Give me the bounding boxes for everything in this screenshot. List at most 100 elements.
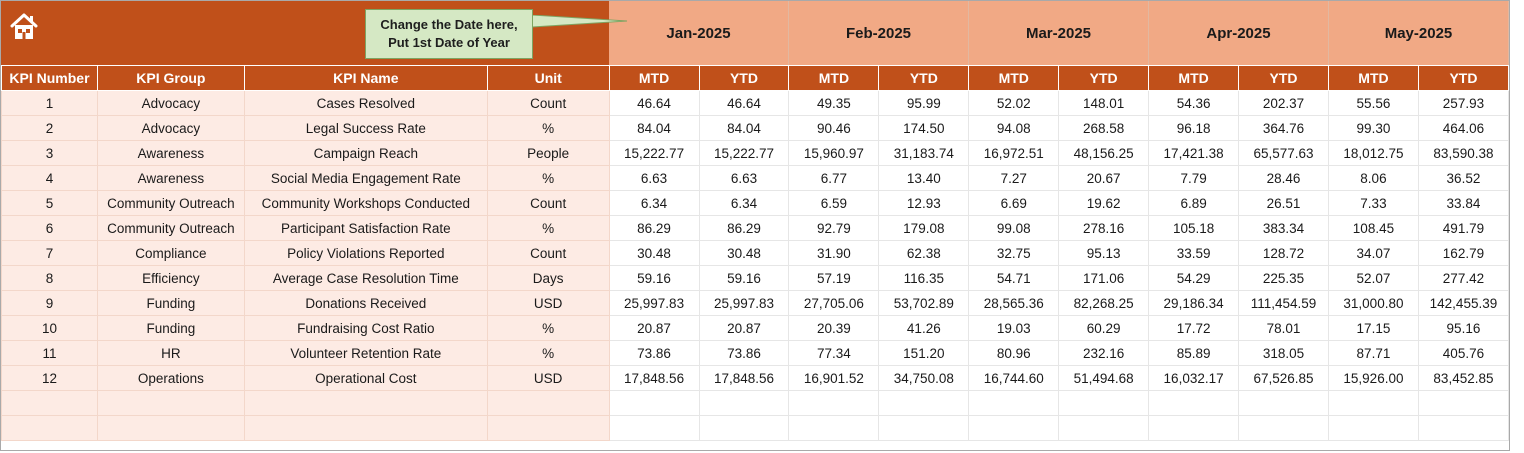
ytd-value-cell[interactable]: 151.20 bbox=[878, 340, 970, 366]
kpi-name-cell[interactable]: Average Case Resolution Time bbox=[243, 265, 488, 291]
kpi-number-cell[interactable]: 3 bbox=[1, 140, 98, 166]
kpi-group-cell[interactable]: HR bbox=[96, 340, 245, 366]
col-header-mtd[interactable]: MTD bbox=[788, 65, 880, 91]
month-header[interactable]: Mar-2025 bbox=[969, 1, 1149, 65]
mtd-value-cell[interactable]: 16,901.52 bbox=[788, 365, 880, 391]
ytd-value-cell[interactable]: 34,750.08 bbox=[878, 365, 970, 391]
mtd-value-cell[interactable]: 49.35 bbox=[788, 90, 880, 116]
mtd-value-cell[interactable]: 20.87 bbox=[608, 315, 700, 341]
mtd-value-cell[interactable]: 46.64 bbox=[608, 90, 700, 116]
ytd-value-cell[interactable]: 15,222.77 bbox=[698, 140, 790, 166]
ytd-value-cell[interactable]: 383.34 bbox=[1238, 215, 1329, 241]
mtd-value-cell[interactable]: 99.08 bbox=[968, 215, 1060, 241]
mtd-value-cell[interactable] bbox=[1327, 415, 1419, 441]
mtd-value-cell[interactable]: 15,960.97 bbox=[788, 140, 880, 166]
kpi-name-cell[interactable]: Policy Violations Reported bbox=[243, 240, 488, 266]
month-header[interactable]: Jan-2025 bbox=[609, 1, 789, 65]
ytd-value-cell[interactable] bbox=[1058, 390, 1150, 416]
ytd-value-cell[interactable]: 17,848.56 bbox=[698, 365, 790, 391]
col-header-mtd[interactable]: MTD bbox=[1327, 65, 1419, 91]
ytd-value-cell[interactable]: 83,590.38 bbox=[1417, 140, 1509, 166]
mtd-value-cell[interactable]: 7.33 bbox=[1327, 190, 1419, 216]
kpi-number-cell[interactable]: 9 bbox=[1, 290, 98, 316]
unit-cell[interactable]: USD bbox=[486, 365, 610, 391]
kpi-number-cell[interactable] bbox=[1, 390, 98, 416]
mtd-value-cell[interactable]: 16,744.60 bbox=[968, 365, 1060, 391]
kpi-number-cell[interactable]: 2 bbox=[1, 115, 98, 141]
col-header-kpi-name[interactable]: KPI Name bbox=[243, 65, 488, 91]
mtd-value-cell[interactable]: 6.69 bbox=[968, 190, 1060, 216]
kpi-name-cell[interactable] bbox=[243, 390, 488, 416]
mtd-value-cell[interactable]: 8.06 bbox=[1327, 165, 1419, 191]
unit-cell[interactable]: % bbox=[486, 340, 610, 366]
kpi-name-cell[interactable]: Campaign Reach bbox=[243, 140, 488, 166]
mtd-value-cell[interactable] bbox=[608, 390, 700, 416]
mtd-value-cell[interactable]: 99.30 bbox=[1327, 115, 1419, 141]
kpi-number-cell[interactable]: 5 bbox=[1, 190, 98, 216]
ytd-value-cell[interactable]: 53,702.89 bbox=[878, 290, 970, 316]
ytd-value-cell[interactable]: 12.93 bbox=[878, 190, 970, 216]
month-header[interactable]: Feb-2025 bbox=[789, 1, 969, 65]
mtd-value-cell[interactable]: 108.45 bbox=[1327, 215, 1419, 241]
mtd-value-cell[interactable]: 17,848.56 bbox=[608, 365, 700, 391]
kpi-group-cell[interactable]: Compliance bbox=[96, 240, 245, 266]
mtd-value-cell[interactable]: 16,972.51 bbox=[968, 140, 1060, 166]
kpi-group-cell[interactable]: Advocacy bbox=[96, 90, 245, 116]
ytd-value-cell[interactable]: 405.76 bbox=[1417, 340, 1509, 366]
kpi-group-cell[interactable]: Awareness bbox=[96, 140, 245, 166]
mtd-value-cell[interactable]: 17.15 bbox=[1327, 315, 1419, 341]
mtd-value-cell[interactable]: 20.39 bbox=[788, 315, 880, 341]
mtd-value-cell[interactable]: 15,222.77 bbox=[608, 140, 700, 166]
mtd-value-cell[interactable]: 57.19 bbox=[788, 265, 880, 291]
kpi-number-cell[interactable]: 12 bbox=[1, 365, 98, 391]
mtd-value-cell[interactable]: 25,997.83 bbox=[608, 290, 700, 316]
ytd-value-cell[interactable]: 142,455.39 bbox=[1417, 290, 1509, 316]
ytd-value-cell[interactable] bbox=[878, 415, 970, 441]
kpi-group-cell[interactable]: Funding bbox=[96, 315, 245, 341]
month-header[interactable]: May-2025 bbox=[1329, 1, 1509, 65]
ytd-value-cell[interactable]: 26.51 bbox=[1238, 190, 1329, 216]
ytd-value-cell[interactable]: 41.26 bbox=[878, 315, 970, 341]
mtd-value-cell[interactable]: 6.59 bbox=[788, 190, 880, 216]
mtd-value-cell[interactable]: 85.89 bbox=[1148, 340, 1240, 366]
kpi-group-cell[interactable]: Operations bbox=[96, 365, 245, 391]
kpi-number-cell[interactable]: 4 bbox=[1, 165, 98, 191]
ytd-value-cell[interactable]: 33.84 bbox=[1417, 190, 1509, 216]
kpi-group-cell[interactable] bbox=[96, 415, 245, 441]
mtd-value-cell[interactable] bbox=[1327, 390, 1419, 416]
unit-cell[interactable]: % bbox=[486, 315, 610, 341]
mtd-value-cell[interactable]: 17,421.38 bbox=[1148, 140, 1240, 166]
unit-cell[interactable] bbox=[486, 390, 610, 416]
mtd-value-cell[interactable]: 34.07 bbox=[1327, 240, 1419, 266]
ytd-value-cell[interactable]: 67,526.85 bbox=[1238, 365, 1329, 391]
mtd-value-cell[interactable]: 33.59 bbox=[1148, 240, 1240, 266]
ytd-value-cell[interactable]: 232.16 bbox=[1058, 340, 1150, 366]
ytd-value-cell[interactable] bbox=[698, 415, 790, 441]
mtd-value-cell[interactable]: 6.63 bbox=[608, 165, 700, 191]
mtd-value-cell[interactable]: 73.86 bbox=[608, 340, 700, 366]
ytd-value-cell[interactable]: 30.48 bbox=[698, 240, 790, 266]
mtd-value-cell[interactable]: 59.16 bbox=[608, 265, 700, 291]
ytd-value-cell[interactable]: 25,997.83 bbox=[698, 290, 790, 316]
unit-cell[interactable]: Count bbox=[486, 90, 610, 116]
ytd-value-cell[interactable]: 278.16 bbox=[1058, 215, 1150, 241]
mtd-value-cell[interactable]: 6.34 bbox=[608, 190, 700, 216]
unit-cell[interactable]: % bbox=[486, 165, 610, 191]
unit-cell[interactable]: % bbox=[486, 215, 610, 241]
ytd-value-cell[interactable]: 59.16 bbox=[698, 265, 790, 291]
ytd-value-cell[interactable]: 19.62 bbox=[1058, 190, 1150, 216]
col-header-mtd[interactable]: MTD bbox=[1148, 65, 1240, 91]
kpi-number-cell[interactable] bbox=[1, 415, 98, 441]
ytd-value-cell[interactable]: 491.79 bbox=[1417, 215, 1509, 241]
mtd-value-cell[interactable]: 55.56 bbox=[1327, 90, 1419, 116]
col-header-ytd[interactable]: YTD bbox=[878, 65, 970, 91]
kpi-name-cell[interactable]: Fundraising Cost Ratio bbox=[243, 315, 488, 341]
mtd-value-cell[interactable]: 6.89 bbox=[1148, 190, 1240, 216]
mtd-value-cell[interactable]: 7.27 bbox=[968, 165, 1060, 191]
mtd-value-cell[interactable]: 90.46 bbox=[788, 115, 880, 141]
ytd-value-cell[interactable]: 364.76 bbox=[1238, 115, 1329, 141]
ytd-value-cell[interactable]: 46.64 bbox=[698, 90, 790, 116]
kpi-name-cell[interactable] bbox=[243, 415, 488, 441]
kpi-name-cell[interactable]: Volunteer Retention Rate bbox=[243, 340, 488, 366]
unit-cell[interactable]: Count bbox=[486, 240, 610, 266]
